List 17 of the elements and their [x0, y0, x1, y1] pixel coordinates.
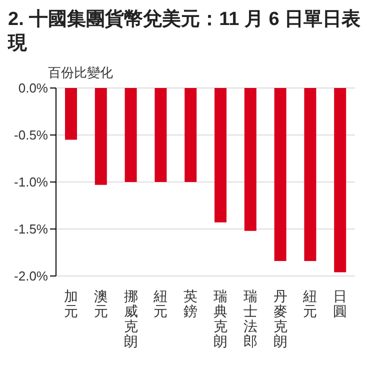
- x-tick-label: 加元: [64, 288, 78, 319]
- y-tick-label: -1.5%: [14, 222, 48, 237]
- y-tick-label: -2.0%: [14, 268, 48, 284]
- x-tick-label: 丹麥克朗: [273, 288, 288, 349]
- x-tick-label: 紐元: [152, 288, 168, 319]
- y-tick-label: -1.0%: [14, 174, 48, 190]
- y-tick-label: 0.0%: [18, 80, 48, 96]
- chart-title: 2. 十國集團貨幣兌美元：11 月 6 日單日表現: [8, 8, 361, 56]
- y-axis-title: 百份比變化: [48, 64, 114, 80]
- x-tick-label: 日圓: [333, 288, 348, 319]
- x-tick-label: 英鎊: [184, 288, 198, 319]
- x-tick-label: 紐元: [302, 288, 318, 319]
- x-tick-label: 澳元: [94, 288, 108, 319]
- x-tick-label: 瑞典克朗: [213, 288, 228, 349]
- x-tick-label: 挪威克朗: [124, 288, 138, 349]
- x-tick-label: 瑞士法郎: [243, 288, 258, 349]
- y-tick-label: -0.5%: [14, 128, 48, 143]
